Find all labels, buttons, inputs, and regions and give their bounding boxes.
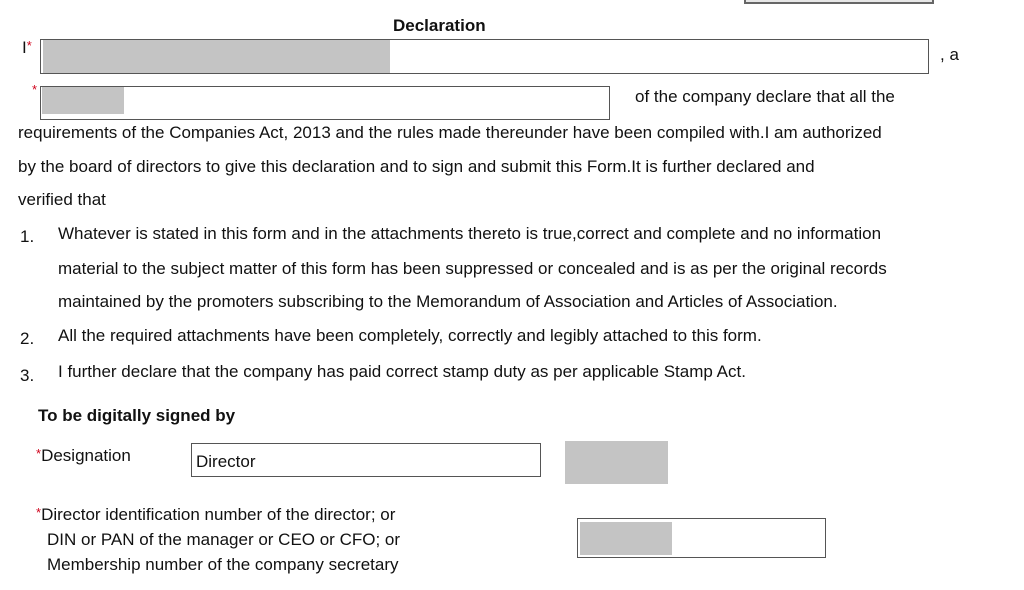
designation-field[interactable]: Director: [191, 443, 541, 477]
para-line: by the board of directors to give this d…: [18, 157, 815, 176]
designation-input[interactable]: [40, 86, 610, 120]
line1-prefix: I*: [22, 38, 32, 57]
para-line: requirements of the Companies Act, 2013 …: [18, 123, 882, 142]
item-number: 2.: [20, 329, 35, 348]
item-line: I further declare that the company has p…: [58, 362, 746, 381]
designation-label: *Designation: [36, 446, 131, 465]
item-number: 3.: [20, 366, 35, 385]
required-mark: *: [32, 82, 38, 97]
redacted-button[interactable]: [565, 441, 668, 484]
din-input[interactable]: [577, 518, 826, 558]
top-button[interactable]: [744, 0, 934, 4]
item-number: 1.: [20, 227, 35, 246]
din-label: DIN or PAN of the manager or CEO or CFO;…: [47, 530, 401, 549]
item-line: All the required attachments have been c…: [58, 326, 762, 345]
line2-suffix: of the company declare that all the: [635, 87, 895, 106]
item-line: maintained by the promoters subscribing …: [58, 292, 838, 311]
redacted-designation: [42, 87, 124, 114]
item-line: material to the subject matter of this f…: [58, 259, 887, 278]
redacted-din: [580, 522, 672, 555]
redacted-name: [43, 40, 390, 73]
din-label: Membership number of the company secreta…: [47, 555, 399, 574]
line1-suffix: , a: [940, 45, 959, 64]
page-title: Declaration: [393, 16, 486, 35]
name-input[interactable]: [40, 39, 929, 74]
item-line: Whatever is stated in this form and in t…: [58, 224, 882, 243]
din-label: *Director identification number of the d…: [36, 505, 396, 524]
sign-heading: To be digitally signed by: [38, 406, 236, 425]
para-line: verified that: [18, 190, 106, 209]
